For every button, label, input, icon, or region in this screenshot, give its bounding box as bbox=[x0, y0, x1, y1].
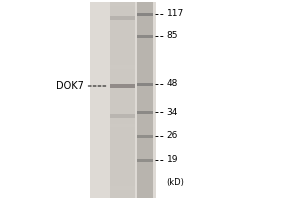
Bar bbox=[110, 88, 135, 92]
Bar bbox=[110, 14, 135, 18]
Bar bbox=[110, 2, 135, 6]
Bar bbox=[110, 127, 135, 131]
Bar bbox=[110, 100, 135, 104]
Bar bbox=[110, 84, 135, 88]
Bar bbox=[110, 124, 135, 127]
Bar bbox=[110, 151, 135, 155]
Bar bbox=[110, 131, 135, 135]
Bar bbox=[110, 186, 135, 190]
Text: 19: 19 bbox=[167, 156, 178, 164]
Bar bbox=[110, 96, 135, 100]
Bar bbox=[110, 76, 135, 80]
Text: 117: 117 bbox=[167, 9, 184, 19]
Bar bbox=[110, 22, 135, 26]
Bar bbox=[110, 108, 135, 112]
Bar bbox=[110, 6, 135, 10]
Text: (kD): (kD) bbox=[167, 178, 184, 186]
Bar bbox=[110, 167, 135, 171]
Bar bbox=[110, 171, 135, 174]
Bar bbox=[110, 69, 135, 73]
Bar bbox=[110, 26, 135, 29]
Bar bbox=[110, 49, 135, 53]
Bar bbox=[110, 29, 135, 33]
Bar bbox=[136, 111, 153, 114]
Bar bbox=[110, 190, 135, 194]
Bar bbox=[136, 2, 153, 198]
Text: 85: 85 bbox=[167, 31, 178, 40]
Bar bbox=[136, 35, 153, 38]
Bar bbox=[110, 143, 135, 147]
Bar bbox=[110, 120, 135, 124]
Bar bbox=[110, 112, 135, 116]
Bar bbox=[110, 178, 135, 182]
Bar bbox=[136, 135, 153, 138]
Text: 48: 48 bbox=[167, 79, 178, 88]
Bar bbox=[110, 84, 135, 88]
Bar bbox=[110, 45, 135, 49]
Bar bbox=[110, 116, 135, 120]
Bar bbox=[110, 16, 135, 20]
Bar bbox=[110, 10, 135, 14]
Bar bbox=[136, 83, 153, 86]
Text: DOK7: DOK7 bbox=[56, 81, 84, 91]
Bar bbox=[110, 73, 135, 76]
Bar bbox=[110, 80, 135, 84]
Bar bbox=[110, 92, 135, 96]
Bar bbox=[110, 194, 135, 198]
Bar bbox=[110, 33, 135, 37]
Bar bbox=[110, 159, 135, 163]
Bar bbox=[110, 65, 135, 69]
Bar bbox=[110, 104, 135, 108]
Bar bbox=[110, 57, 135, 61]
Bar bbox=[110, 114, 135, 118]
Bar bbox=[110, 163, 135, 167]
Bar bbox=[110, 182, 135, 186]
Text: 26: 26 bbox=[167, 132, 178, 140]
Bar bbox=[110, 139, 135, 143]
Bar bbox=[110, 53, 135, 57]
Bar bbox=[110, 147, 135, 151]
Bar bbox=[136, 159, 153, 162]
Bar bbox=[110, 174, 135, 178]
Bar bbox=[110, 2, 135, 198]
Bar bbox=[110, 155, 135, 159]
Text: 34: 34 bbox=[167, 108, 178, 116]
Bar bbox=[90, 2, 156, 198]
Bar bbox=[136, 13, 153, 16]
Bar bbox=[110, 37, 135, 41]
Bar bbox=[110, 41, 135, 45]
Bar bbox=[110, 61, 135, 65]
Bar bbox=[110, 18, 135, 22]
Bar bbox=[110, 135, 135, 139]
